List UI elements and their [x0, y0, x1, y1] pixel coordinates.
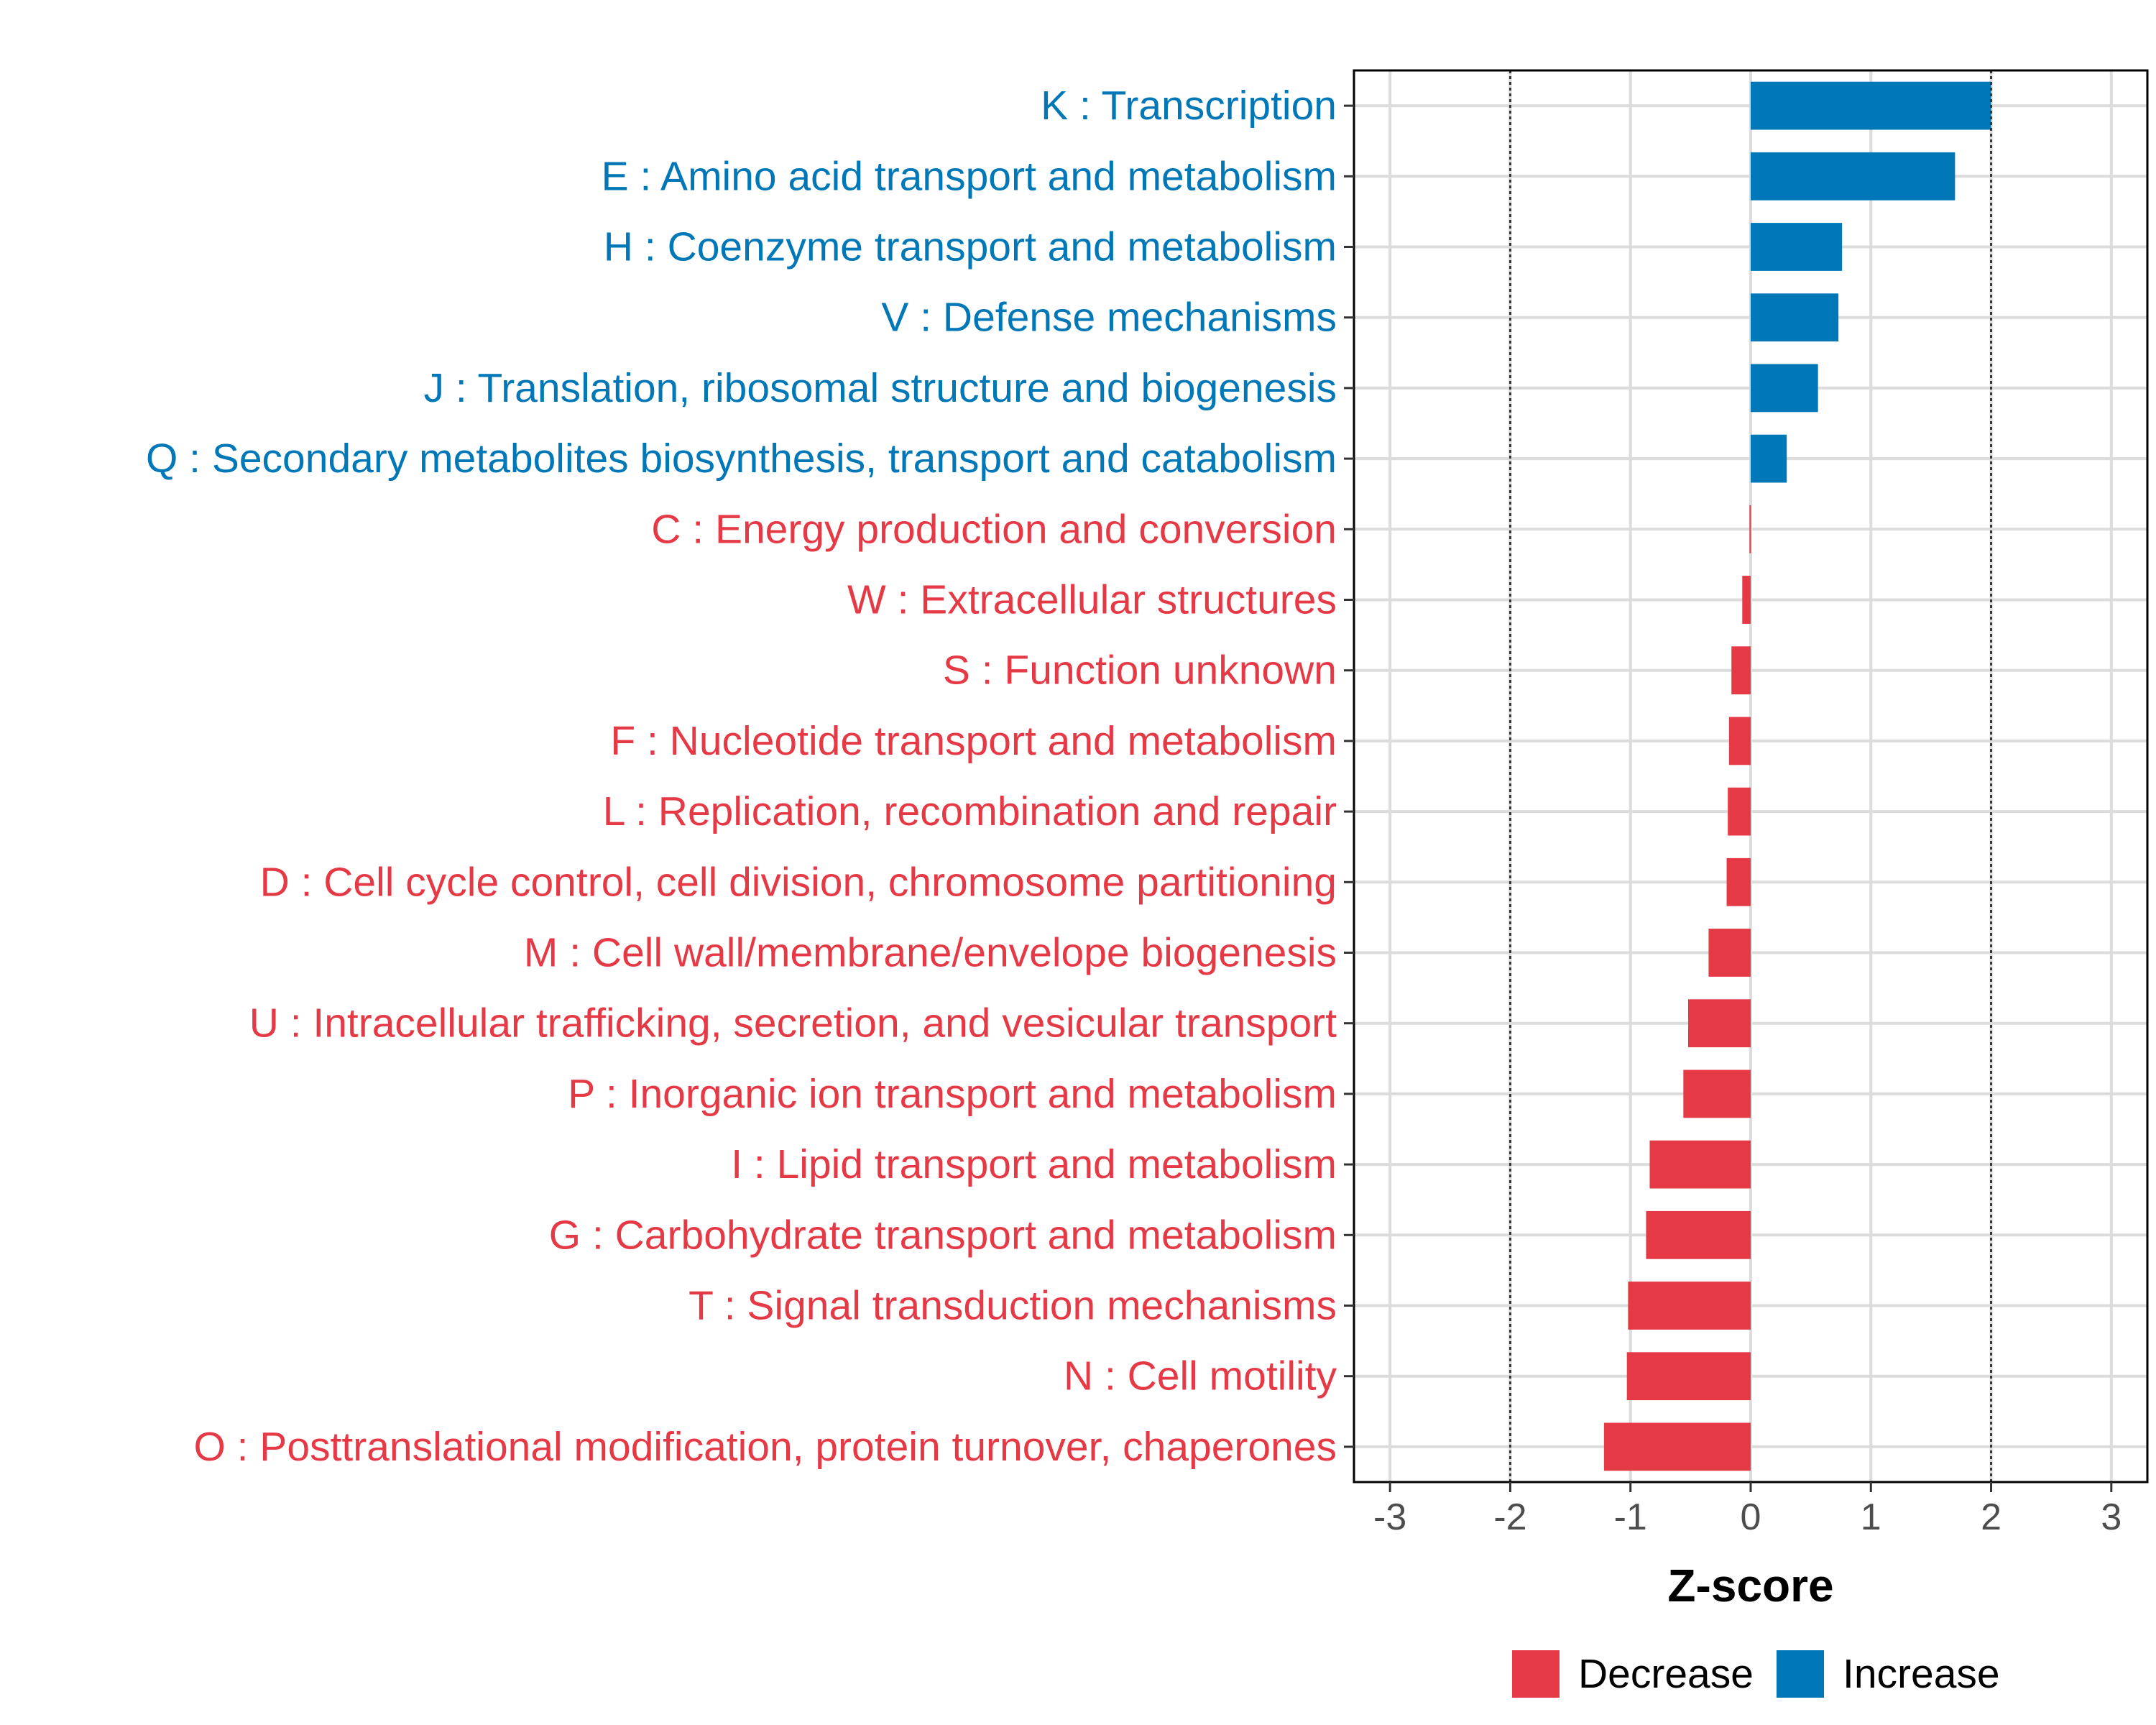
legend-swatch	[1512, 1650, 1560, 1698]
bar	[1726, 857, 1751, 906]
bars	[1603, 81, 1991, 1471]
bar	[1751, 223, 1843, 271]
x-tick-label: -3	[1373, 1496, 1406, 1538]
legend-swatch	[1777, 1650, 1824, 1698]
category-label: D : Cell cycle control, cell division, c…	[260, 859, 1337, 905]
bar	[1751, 293, 1839, 342]
bar	[1751, 152, 1955, 201]
bar	[1646, 1210, 1751, 1259]
bar	[1731, 646, 1751, 695]
bar	[1751, 434, 1787, 483]
category-label: T : Signal transduction mechanisms	[688, 1283, 1337, 1329]
y-axis-ticks: K : Transcription E : Amino acid transpor…	[146, 83, 1354, 1470]
category-label: L : Replication, recombination and repai…	[603, 788, 1337, 834]
x-tick-label: 2	[1981, 1496, 2001, 1538]
category-label: N : Cell motility	[1064, 1353, 1337, 1399]
bar	[1751, 81, 1991, 130]
bar	[1626, 1352, 1751, 1401]
x-tick-label: 3	[2101, 1496, 2122, 1538]
category-label: J : Translation, ribosomal structure and…	[424, 365, 1337, 411]
category-label: Q : Secondary metabolites biosynthesis, …	[146, 436, 1337, 482]
category-label: M : Cell wall/membrane/envelope biogenes…	[524, 930, 1337, 976]
bar	[1708, 929, 1751, 977]
category-label: G : Carbohydrate transport and metabolis…	[549, 1212, 1337, 1258]
bar	[1683, 1070, 1751, 1118]
category-label: S : Function unknown	[943, 648, 1337, 694]
bar	[1728, 717, 1751, 765]
bar	[1688, 999, 1751, 1048]
category-label: E : Amino acid transport and metabolism	[602, 153, 1337, 199]
category-label: W : Extracellular structures	[847, 577, 1337, 623]
x-axis-title: Z-score	[1667, 1560, 1833, 1611]
legend-label: Increase	[1843, 1651, 2000, 1697]
legend: Decrease Increase	[1512, 1650, 2000, 1698]
category-label: H : Coenzyme transport and metabolism	[604, 224, 1337, 270]
category-label: U : Intracellular trafficking, secretion…	[249, 1000, 1337, 1046]
bar	[1742, 576, 1751, 624]
category-label: I : Lipid transport and metabolism	[731, 1141, 1337, 1187]
x-tick-label: -2	[1493, 1496, 1526, 1538]
bar	[1749, 505, 1751, 553]
category-label: F : Nucleotide transport and metabolism	[610, 718, 1337, 764]
x-axis-ticks: -3 -2 -1 0 1 2 3	[1373, 1482, 2122, 1538]
bar	[1649, 1140, 1751, 1189]
x-tick-label: 1	[1861, 1496, 1881, 1538]
bar	[1628, 1282, 1751, 1330]
bar	[1728, 787, 1751, 836]
bar	[1751, 364, 1818, 413]
x-tick-label: 0	[1741, 1496, 1761, 1538]
category-label: P : Inorganic ion transport and metaboli…	[568, 1071, 1337, 1117]
category-label: K : Transcription	[1041, 83, 1337, 129]
grid-lines	[1354, 70, 2147, 1482]
legend-label: Decrease	[1578, 1651, 1754, 1697]
category-label: C : Energy production and conversion	[651, 506, 1337, 552]
category-label: V : Defense mechanisms	[881, 295, 1337, 341]
bar	[1603, 1422, 1751, 1471]
category-label: O : Posttranslational modification, prot…	[193, 1424, 1337, 1470]
x-tick-label: -1	[1614, 1496, 1647, 1538]
